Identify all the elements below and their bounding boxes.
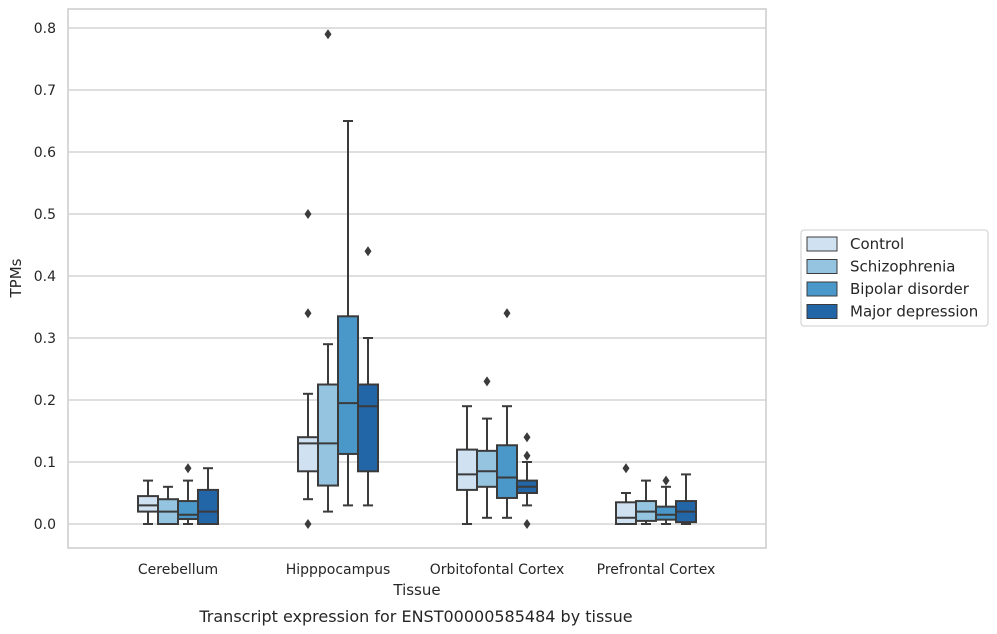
outlier-marker — [523, 519, 531, 529]
plot-area — [68, 9, 766, 548]
legend: Control Schizophrenia Bipolar disorder Majo… — [800, 229, 989, 327]
x-tick-label: Orbitofontal Cortex — [430, 562, 565, 578]
y-tick-label: 0.3 — [34, 331, 56, 347]
box-plot-series — [137, 29, 697, 529]
box-control — [615, 463, 637, 525]
outlier-marker — [483, 376, 491, 387]
box-iqr — [456, 448, 478, 491]
legend-label: Schizophrenia — [850, 258, 955, 276]
box-iqr — [655, 505, 677, 521]
outlier-marker — [364, 246, 372, 257]
chart-caption: Transcript expression for ENST0000058548… — [198, 607, 632, 626]
outlier-marker — [523, 450, 531, 461]
box-iqr — [615, 501, 637, 525]
box-major-depression — [516, 432, 538, 529]
legend-frame — [800, 229, 989, 327]
box-iqr — [496, 444, 518, 499]
y-tick-label: 0.8 — [34, 21, 56, 37]
box-iqr — [177, 500, 199, 521]
box-iqr — [137, 495, 159, 513]
outlier-marker — [184, 463, 192, 474]
box-bipolar-disorder — [337, 120, 359, 507]
box-major-depression — [197, 467, 219, 525]
box-iqr — [317, 383, 339, 487]
box-iqr — [357, 383, 379, 473]
y-tick-label: 0.7 — [34, 83, 56, 99]
x-tick-label: Hipppocampus — [286, 562, 391, 578]
y-tick-label: 0.5 — [34, 207, 56, 223]
legend-swatch — [806, 236, 838, 252]
box-major-depression — [357, 246, 379, 507]
x-tick-label: Prefrontal Cortex — [597, 562, 716, 578]
box-schizophrenia — [317, 29, 339, 513]
legend-swatch — [806, 304, 838, 319]
y-axis-label: TPMs — [7, 258, 25, 298]
outlier-marker — [324, 29, 332, 40]
y-tick-label: 0.0 — [34, 517, 56, 533]
legend-label: Major depression — [850, 303, 978, 321]
outlier-marker — [622, 463, 630, 474]
y-tick-label: 0.1 — [34, 455, 56, 471]
legend-swatch — [806, 281, 838, 297]
box-iqr — [197, 488, 219, 525]
outlier-marker — [523, 432, 531, 443]
legend-swatch — [806, 259, 838, 274]
box-schizophrenia — [157, 485, 179, 526]
box-iqr — [476, 449, 498, 488]
legend-label: Bipolar disorder — [850, 280, 970, 298]
outlier-marker — [304, 209, 312, 219]
x-tick-labels: Cerebellum Hipppocampus Orbitofontal Corte… — [138, 562, 715, 578]
box-schizophrenia — [635, 479, 657, 525]
outlier-marker — [304, 308, 312, 319]
x-tick-label: Cerebellum — [138, 562, 218, 578]
y-tick-labels: 0.0 0.1 0.2 0.3 0.4 0.5 0.6 0.7 0.8 — [34, 21, 56, 533]
y-tick-label: 0.2 — [34, 393, 56, 409]
box-bipolar-disorder — [177, 463, 199, 525]
plot-frame — [67, 8, 767, 549]
outlier-marker — [662, 475, 670, 486]
outlier-marker — [503, 308, 511, 319]
box-major-depression — [675, 473, 697, 525]
y-tick-label: 0.6 — [34, 145, 56, 161]
box-iqr — [297, 436, 319, 473]
box-iqr — [337, 315, 359, 455]
x-axis-label: Tissue — [392, 581, 440, 599]
outlier-marker — [304, 519, 312, 529]
legend-label: Control — [850, 235, 904, 253]
box-bipolar-disorder — [655, 475, 677, 525]
y-tick-label: 0.4 — [34, 269, 56, 285]
box-bipolar-disorder — [496, 308, 518, 519]
